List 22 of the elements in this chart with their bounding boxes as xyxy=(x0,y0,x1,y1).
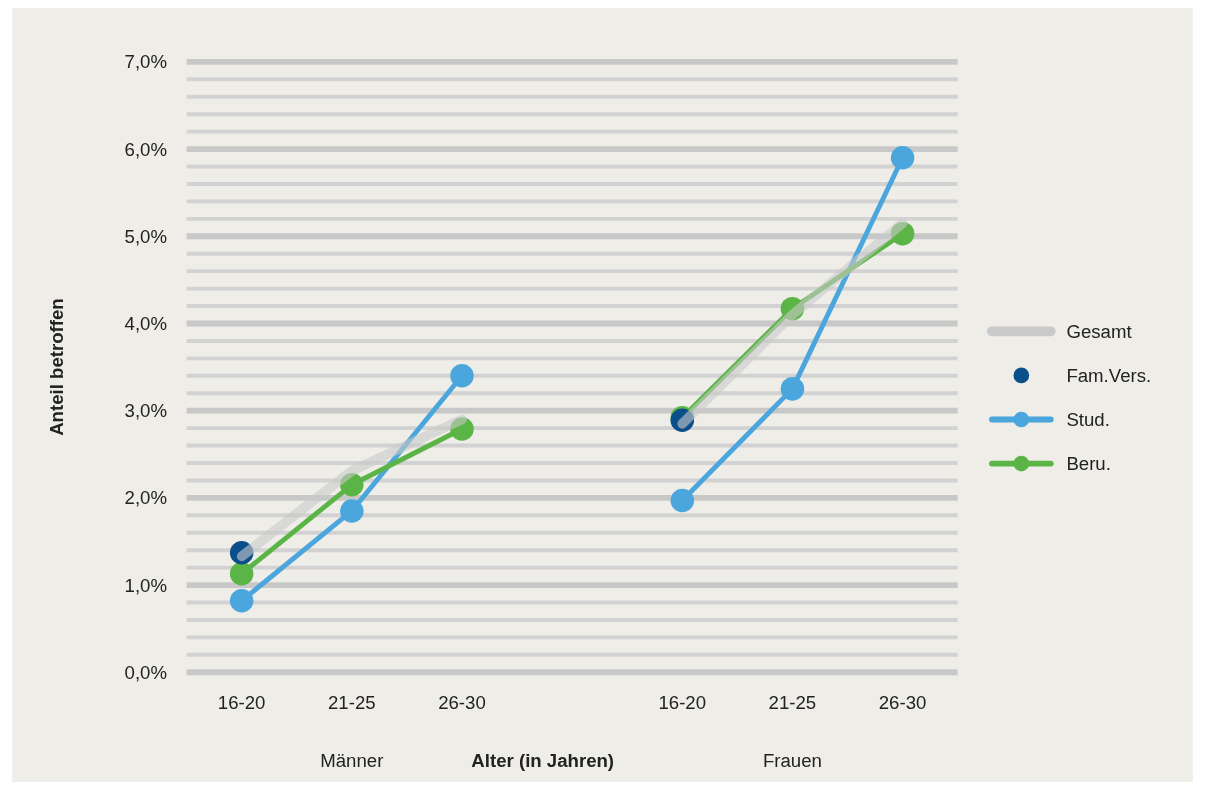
text: Frauen xyxy=(762,750,822,772)
x-axis-title: Alter (in Jahren) xyxy=(471,750,615,772)
y-axis-title: Anteil betroffen xyxy=(46,298,68,436)
legend-label: Beru. xyxy=(1066,453,1111,475)
legend-label: Stud. xyxy=(1066,409,1110,431)
text: Männer xyxy=(320,750,384,772)
y-tick-label: 1,0% xyxy=(124,574,167,596)
y-tick-label: 7,0% xyxy=(124,51,167,73)
y-tick-label: 4,0% xyxy=(124,312,167,334)
legend-label: Fam.Vers. xyxy=(1066,364,1152,386)
y-tick-label: 6,0% xyxy=(124,138,167,160)
x-tick-label: 16-20 xyxy=(217,692,266,714)
y-tick-label: 0,0% xyxy=(124,661,167,683)
y-tick-label: 5,0% xyxy=(124,225,167,247)
y-tick-label: 3,0% xyxy=(124,400,167,422)
legend-label: Gesamt xyxy=(1066,320,1133,342)
y-tick-label: 2,0% xyxy=(124,487,167,509)
x-tick-label: 21-25 xyxy=(768,692,817,714)
x-tick-label: 16-20 xyxy=(658,692,707,714)
x-tick-label: 26-30 xyxy=(438,692,486,714)
x-tick-label: 21-25 xyxy=(328,692,376,714)
x-tick-label: 26-30 xyxy=(878,692,927,714)
